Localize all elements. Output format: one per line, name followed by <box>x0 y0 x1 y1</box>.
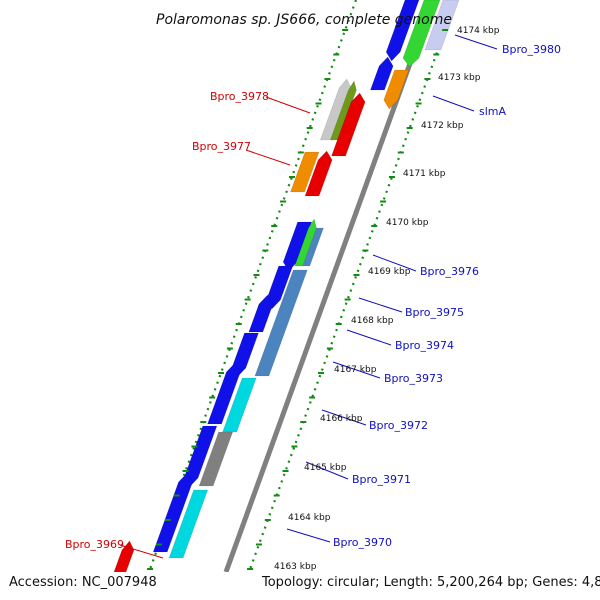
gene-feature <box>370 56 394 91</box>
kbp-label: 4169 kbp <box>368 267 411 277</box>
gene-label-bpro-3980[interactable]: Bpro_3980 <box>502 43 561 56</box>
gene-feature <box>329 80 357 141</box>
kbp-ticks <box>147 29 449 570</box>
gene-label-bpro-3972[interactable]: Bpro_3972 <box>369 419 428 432</box>
gene-feature <box>254 269 308 377</box>
gene-feature <box>231 332 259 378</box>
gene-label-bpro-3969[interactable]: Bpro_3969 <box>65 538 124 551</box>
label-leader-line <box>286 528 331 543</box>
kbp-label: 4166 kbp <box>320 414 363 424</box>
gene-feature <box>248 294 274 333</box>
gene-feature <box>222 377 257 433</box>
gene-feature <box>383 69 410 110</box>
label-leader-line <box>321 409 367 426</box>
gene-feature <box>319 78 352 141</box>
gene-feature <box>294 218 317 267</box>
gene-feature <box>290 151 320 193</box>
label-leader-line <box>305 461 349 480</box>
map-area <box>113 0 498 572</box>
kbp-label: 4170 kbp <box>386 218 429 228</box>
gene-label-bpro-3974[interactable]: Bpro_3974 <box>395 339 454 352</box>
gene-feature <box>152 472 193 553</box>
label-leader-line <box>119 544 164 559</box>
kbp-label: 4172 kbp <box>421 121 464 131</box>
kbp-label: 4173 kbp <box>438 73 481 83</box>
gene-label-bpro-3977[interactable]: Bpro_3977 <box>192 140 251 153</box>
topology-text: Topology: circular; Length: 5,200,264 bp… <box>261 575 600 590</box>
label-leaders <box>119 34 498 559</box>
gene-feature <box>331 92 366 157</box>
gene-label-bpro-3978[interactable]: Bpro_3978 <box>210 90 269 103</box>
gene-feature <box>207 362 241 425</box>
kbp-label: 4164 kbp <box>288 513 331 523</box>
kbp-label: 4163 kbp <box>274 562 317 572</box>
kbp-label: 4167 kbp <box>334 365 377 375</box>
label-leader-line <box>332 361 381 379</box>
gene-label-bpro-3975[interactable]: Bpro_3975 <box>405 306 464 319</box>
gene-feature <box>198 431 234 487</box>
gene-label-slma[interactable]: slmA <box>479 105 507 118</box>
gene-feature <box>302 227 324 267</box>
gene-feature <box>168 489 209 559</box>
gene-feature <box>183 425 218 488</box>
label-leader-line <box>358 297 403 313</box>
label-leader-line <box>265 96 311 114</box>
dotted-guides <box>147 0 458 572</box>
gene-feature <box>266 265 294 310</box>
gene-feature <box>424 0 460 51</box>
gene-label-bpro-3970[interactable]: Bpro_3970 <box>333 536 392 549</box>
genome-title: Polaromonas sp. JS666, complete genome <box>156 12 452 28</box>
label-leader-line <box>454 34 498 50</box>
kbp-label: 4168 kbp <box>351 316 394 326</box>
gene-feature <box>304 150 333 197</box>
label-leader-line <box>432 95 475 112</box>
kbp-label: 4165 kbp <box>304 463 347 473</box>
label-leader-line <box>245 149 291 166</box>
gene-label-bpro-3976[interactable]: Bpro_3976 <box>420 265 479 278</box>
gene-features <box>113 0 460 572</box>
gene-label-bpro-3971[interactable]: Bpro_3971 <box>352 473 411 486</box>
kbp-label: 4174 kbp <box>457 26 500 36</box>
label-leader-line <box>372 254 417 272</box>
kbp-label: 4171 kbp <box>403 169 446 179</box>
accession-text: Accession: NC_007948 <box>9 575 157 590</box>
label-leader-line <box>346 329 392 346</box>
gene-feature <box>282 221 313 272</box>
gene-label-bpro-3973[interactable]: Bpro_3973 <box>384 372 443 385</box>
gene-feature <box>402 0 441 68</box>
gene-feature <box>385 0 420 62</box>
